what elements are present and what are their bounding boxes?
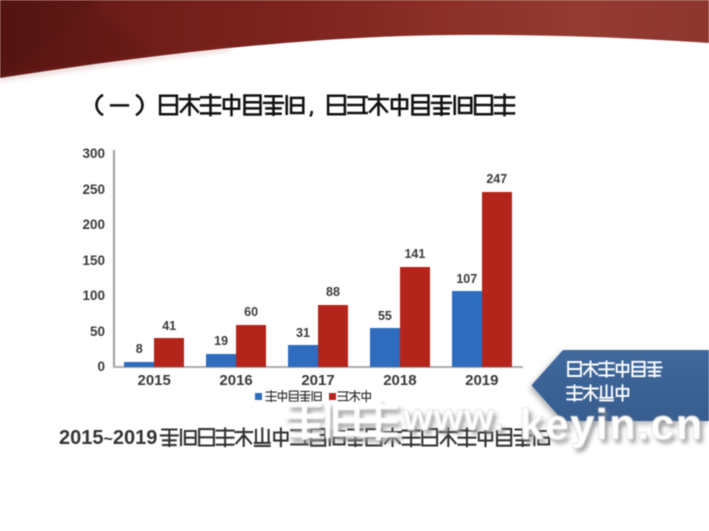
svg-text:www.: www. bbox=[405, 401, 508, 443]
svg-text:keyin.cn: keyin.cn bbox=[523, 405, 707, 453]
svg-text:www.: www. bbox=[402, 397, 505, 439]
svg-text:keyin.cn: keyin.cn bbox=[520, 401, 704, 449]
